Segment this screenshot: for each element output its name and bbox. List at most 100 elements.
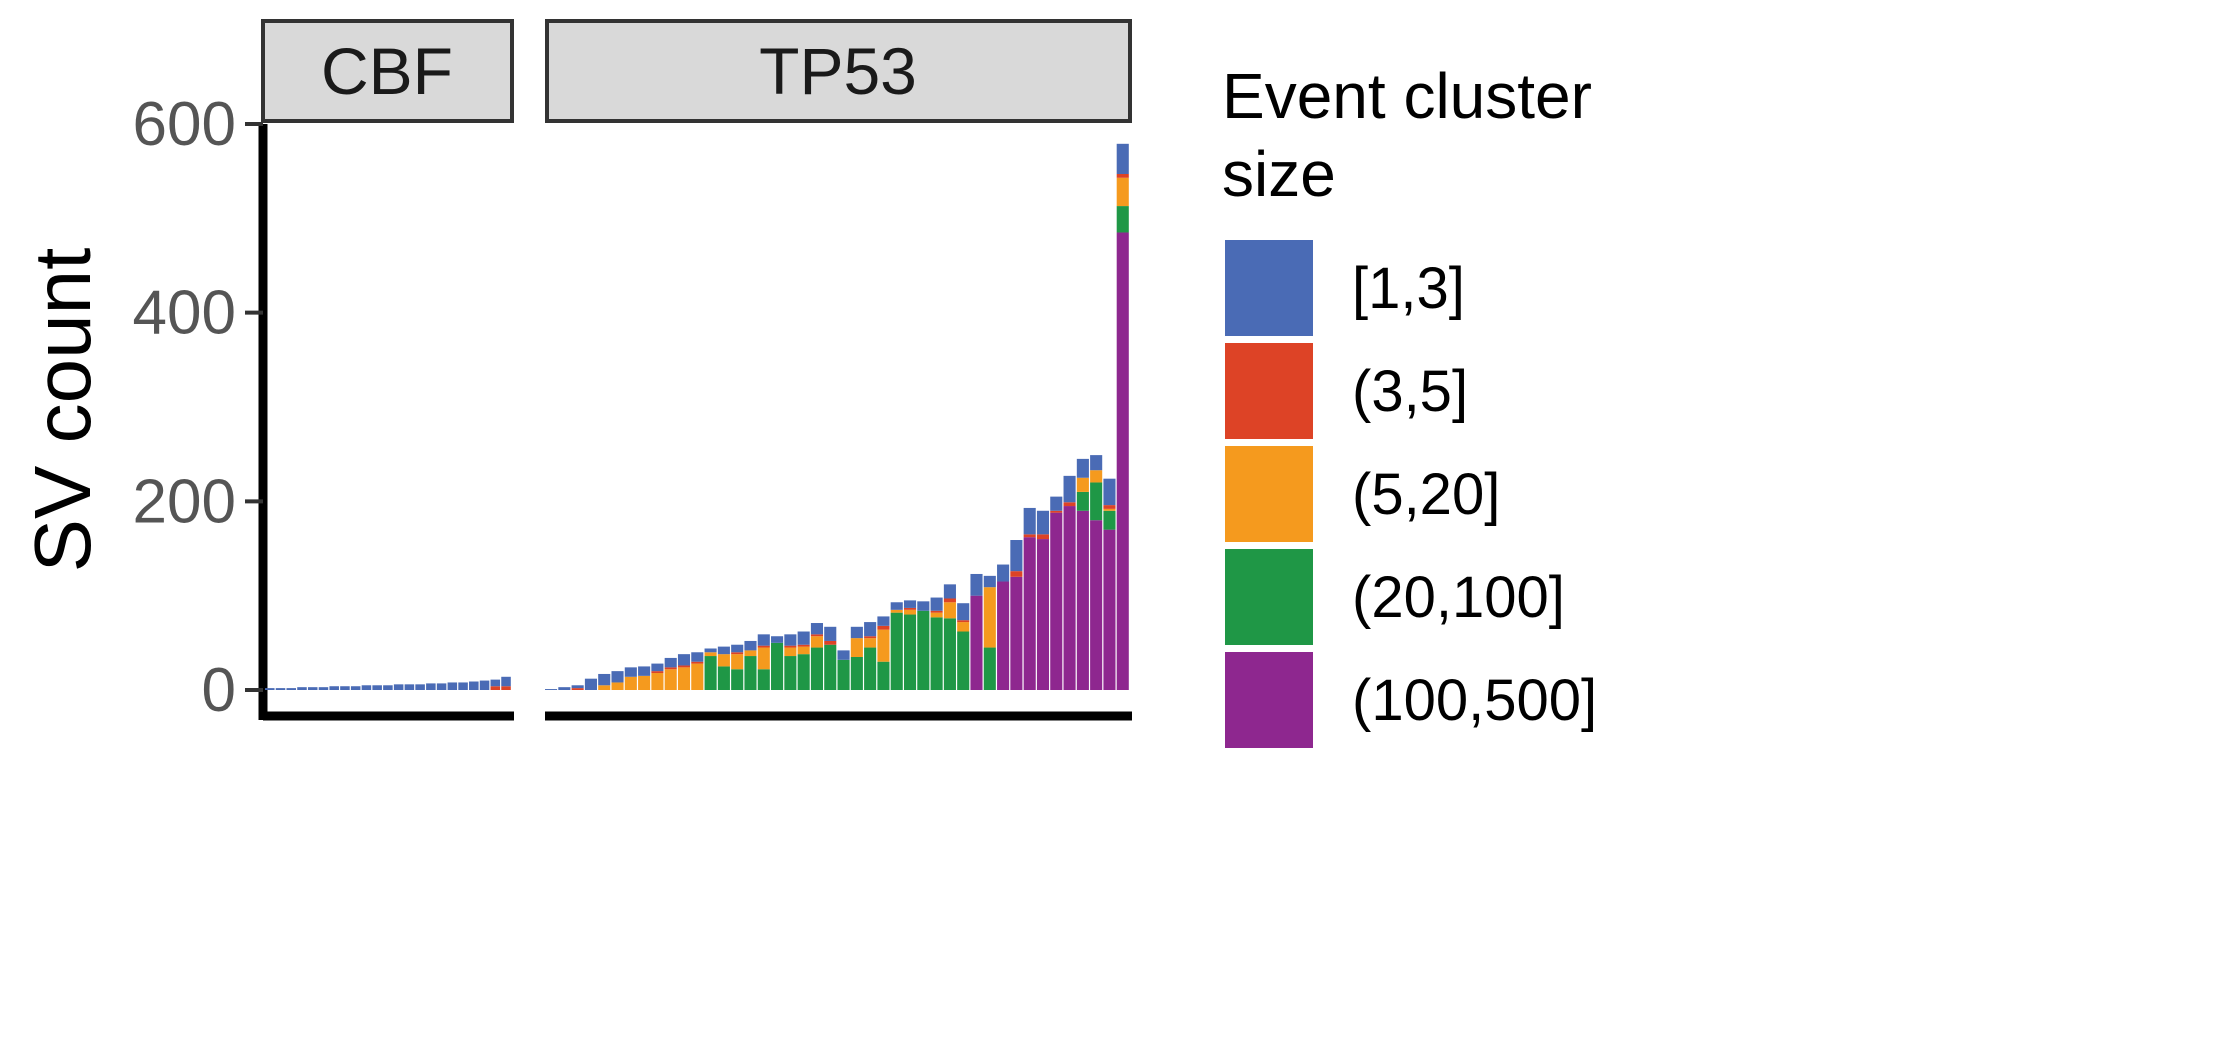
- bar-segment-tp53-12-s3: [704, 656, 717, 690]
- bar-segment-tp53-19-s1: [797, 644, 810, 647]
- y-tick-label: 200: [133, 467, 236, 536]
- bar-segment-tp53-24-s1: [864, 636, 877, 639]
- bar-segment-tp53-29-s3: [930, 617, 943, 690]
- bar-segment-tp53-27-s2: [903, 609, 917, 615]
- bar-segment-cbf-21-s0: [490, 679, 501, 687]
- bar-segment-tp53-19-s2: [797, 646, 810, 655]
- bar-segment-tp53-8-s2: [651, 673, 664, 690]
- bar-segment-tp53-31-s1: [957, 620, 970, 623]
- bar-segment-tp53-27-s3: [903, 614, 917, 690]
- bar-segment-tp53-35-s4: [1010, 576, 1023, 690]
- bar-segment-tp53-16-s2: [757, 647, 770, 670]
- bar-segment-tp53-36-s1: [1023, 534, 1036, 538]
- bar-segment-tp53-14-s0: [731, 644, 744, 653]
- bar-segment-tp53-10-s1: [677, 665, 691, 668]
- legend-key-1: [1225, 343, 1313, 439]
- bar-segment-tp53-7-s0: [638, 666, 651, 676]
- legend-key-3: [1225, 549, 1313, 645]
- bar-segment-tp53-14-s3: [731, 669, 744, 690]
- bar-segment-tp53-12-s0: [704, 648, 717, 653]
- bar-segment-tp53-22-s0: [837, 650, 850, 660]
- y-axis-title: SV count: [18, 248, 107, 573]
- bar-segment-cbf-21-s1: [490, 686, 501, 690]
- bar-segment-cbf-22-s0: [501, 676, 511, 687]
- bar-segment-tp53-42-s3: [1103, 510, 1116, 530]
- bar-segment-tp53-31-s3: [957, 631, 970, 690]
- bar-segment-tp53-26-s2: [890, 609, 903, 613]
- bars-cbf: [265, 676, 511, 690]
- bar-segment-tp53-25-s1: [877, 625, 890, 630]
- bar-segment-tp53-43-s2: [1116, 177, 1129, 207]
- bar-segment-tp53-1-s0: [558, 687, 571, 690]
- bar-segment-tp53-21-s0: [824, 626, 837, 641]
- bar-segment-tp53-13-s0: [717, 646, 730, 655]
- bar-segment-tp53-39-s0: [1063, 475, 1076, 503]
- bar-segment-cbf-18-s0: [458, 682, 468, 690]
- bar-segment-tp53-36-s0: [1023, 507, 1036, 535]
- y-axis: 0 200 400 600: [133, 90, 268, 725]
- bar-segment-cbf-6-s0: [329, 686, 339, 690]
- bar-segment-tp53-9-s1: [664, 667, 677, 670]
- bar-segment-tp53-32-s4: [970, 595, 983, 690]
- bar-segment-tp53-34-s0: [997, 564, 1010, 582]
- bar-segment-cbf-13-s0: [404, 684, 415, 690]
- bar-segment-cbf-16-s0: [436, 683, 447, 690]
- bar-segment-tp53-41-s2: [1090, 470, 1103, 483]
- bar-segment-tp53-41-s0: [1090, 455, 1103, 471]
- bars-tp53: [545, 143, 1129, 691]
- bar-segment-cbf-8-s0: [350, 686, 361, 690]
- bar-segment-tp53-10-s2: [677, 667, 691, 690]
- bar-segment-tp53-21-s1: [824, 640, 837, 645]
- bar-segment-tp53-37-s1: [1036, 534, 1050, 540]
- bar-segment-tp53-4-s2: [598, 685, 611, 690]
- bar-segment-cbf-4-s0: [307, 687, 318, 690]
- bar-segment-tp53-39-s1: [1063, 502, 1076, 507]
- bar-segment-tp53-30-s1: [943, 598, 956, 603]
- bar-segment-tp53-12-s2: [704, 652, 717, 657]
- bar-segment-tp53-25-s2: [877, 629, 890, 662]
- y-tick-label: 400: [133, 279, 236, 348]
- bar-segment-tp53-33-s0: [983, 575, 996, 588]
- bar-segment-tp53-20-s0: [810, 623, 824, 635]
- bar-segment-tp53-29-s2: [930, 612, 943, 618]
- bar-segment-tp53-5-s2: [611, 682, 624, 690]
- bar-segment-cbf-22-s1: [501, 686, 511, 690]
- bar-segment-tp53-15-s2: [744, 650, 757, 657]
- bar-segment-tp53-26-s3: [890, 612, 903, 690]
- bar-segment-tp53-21-s3: [824, 644, 837, 690]
- bar-segment-tp53-28-s0: [917, 601, 930, 611]
- bar-segment-tp53-42-s0: [1103, 478, 1116, 506]
- bar-segment-tp53-23-s2: [850, 638, 863, 657]
- bar-segment-tp53-18-s2: [784, 647, 797, 657]
- legend-label-0: [1,3]: [1352, 256, 1465, 321]
- legend-label-4: (100,500]: [1352, 668, 1597, 733]
- bar-segment-tp53-38-s0: [1050, 496, 1063, 511]
- bar-segment-tp53-29-s0: [930, 597, 943, 611]
- bar-segment-tp53-28-s3: [917, 610, 930, 690]
- legend-items: [1,3] (3,5] (5,20] (20,100] (100,500]: [1225, 240, 1597, 748]
- legend-title-line-1: Event cluster: [1222, 60, 1592, 132]
- bar-segment-cbf-19-s0: [469, 681, 479, 690]
- bar-segment-cbf-0-s0: [265, 688, 275, 690]
- bar-segment-tp53-42-s4: [1103, 529, 1116, 690]
- bar-segment-tp53-40-s4: [1076, 510, 1089, 690]
- bar-segment-tp53-20-s3: [810, 647, 824, 690]
- bar-segment-tp53-43-s1: [1116, 174, 1129, 178]
- bar-segment-tp53-42-s2: [1103, 508, 1116, 511]
- bar-segment-tp53-6-s0: [624, 667, 637, 677]
- bar-segment-tp53-13-s2: [717, 654, 730, 667]
- bar-segment-tp53-17-s0: [771, 636, 784, 643]
- bar-segment-tp53-11-s0: [691, 652, 704, 662]
- bar-segment-tp53-39-s4: [1063, 506, 1076, 690]
- bar-segment-tp53-11-s2: [691, 663, 704, 690]
- bar-segment-tp53-23-s0: [850, 626, 863, 639]
- bar-segment-tp53-0-s0: [545, 689, 558, 690]
- bar-segment-tp53-33-s2: [983, 587, 996, 648]
- bar-segment-tp53-26-s0: [890, 602, 903, 610]
- bar-segment-tp53-30-s2: [943, 602, 956, 619]
- bar-segment-tp53-18-s0: [784, 634, 797, 646]
- bar-segment-tp53-18-s1: [784, 645, 797, 648]
- bar-segment-tp53-9-s2: [664, 669, 677, 690]
- bar-segment-tp53-43-s3: [1116, 206, 1129, 233]
